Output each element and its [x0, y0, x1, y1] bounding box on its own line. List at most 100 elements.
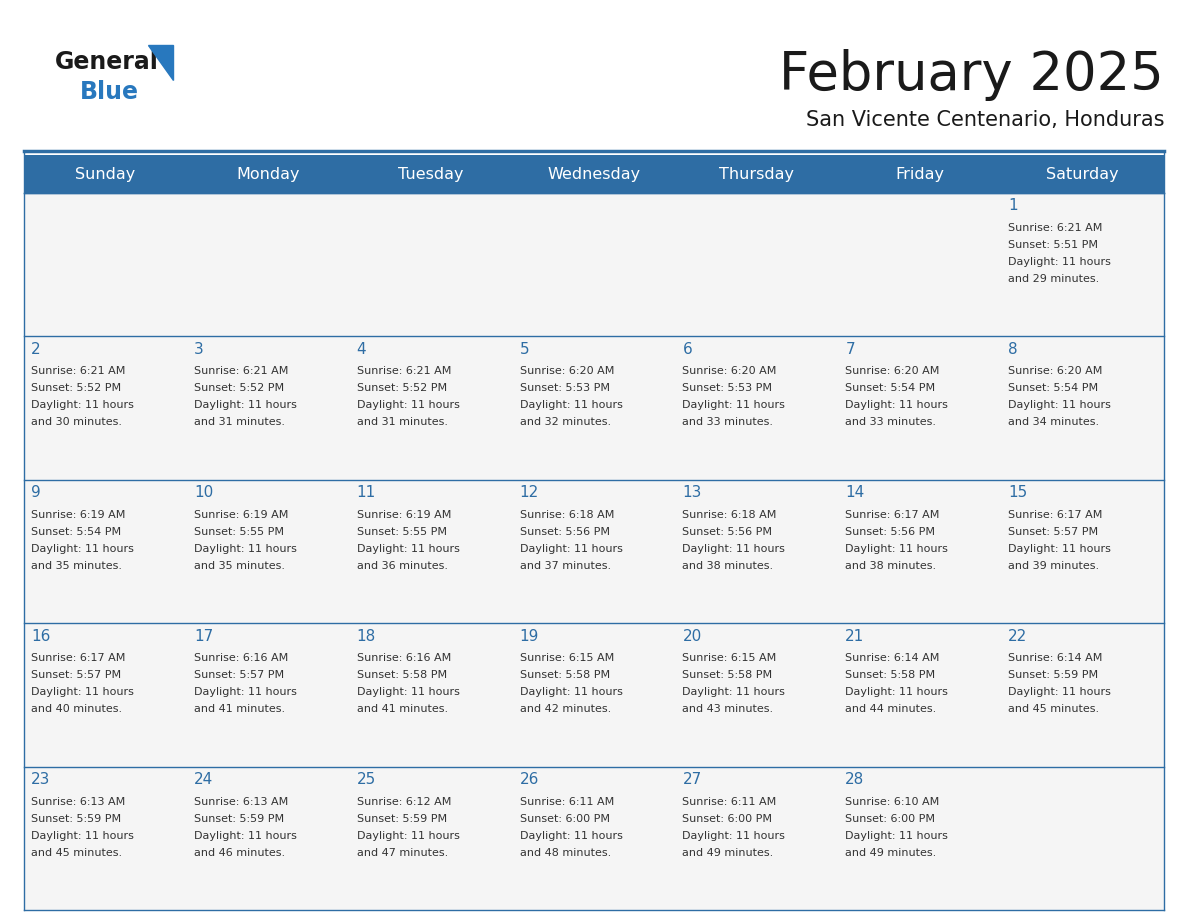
Text: Daylight: 11 hours: Daylight: 11 hours — [682, 400, 785, 410]
Text: Tuesday: Tuesday — [398, 166, 463, 182]
Text: Sunrise: 6:20 AM: Sunrise: 6:20 AM — [846, 366, 940, 376]
Text: Thursday: Thursday — [720, 166, 795, 182]
Text: Sunrise: 6:13 AM: Sunrise: 6:13 AM — [31, 797, 125, 807]
Bar — [676, 336, 839, 480]
Text: Sunday: Sunday — [75, 166, 135, 182]
Text: Daylight: 11 hours: Daylight: 11 hours — [356, 543, 460, 554]
Text: Sunset: 5:53 PM: Sunset: 5:53 PM — [682, 384, 772, 394]
Bar — [512, 193, 676, 336]
Text: Sunset: 5:58 PM: Sunset: 5:58 PM — [846, 670, 935, 680]
Text: and 47 minutes.: and 47 minutes. — [356, 847, 448, 857]
Bar — [839, 480, 1001, 623]
Text: and 38 minutes.: and 38 minutes. — [682, 561, 773, 571]
Text: Sunrise: 6:13 AM: Sunrise: 6:13 AM — [194, 797, 289, 807]
Text: Sunset: 5:59 PM: Sunset: 5:59 PM — [31, 813, 121, 823]
Text: and 35 minutes.: and 35 minutes. — [194, 561, 285, 571]
Text: 10: 10 — [194, 486, 213, 500]
Bar — [187, 193, 349, 336]
Bar — [676, 623, 839, 767]
Bar — [676, 155, 839, 193]
Text: Sunset: 5:56 PM: Sunset: 5:56 PM — [682, 527, 772, 537]
Text: and 40 minutes.: and 40 minutes. — [31, 704, 122, 714]
Text: Sunrise: 6:14 AM: Sunrise: 6:14 AM — [846, 654, 940, 663]
Text: Sunrise: 6:21 AM: Sunrise: 6:21 AM — [1009, 223, 1102, 233]
Text: and 45 minutes.: and 45 minutes. — [1009, 704, 1099, 714]
Text: Sunset: 5:58 PM: Sunset: 5:58 PM — [519, 670, 609, 680]
Text: Sunrise: 6:19 AM: Sunrise: 6:19 AM — [194, 509, 289, 520]
Text: Sunrise: 6:20 AM: Sunrise: 6:20 AM — [682, 366, 777, 376]
Text: and 29 minutes.: and 29 minutes. — [1009, 274, 1099, 284]
Text: Daylight: 11 hours: Daylight: 11 hours — [31, 831, 134, 841]
Bar — [839, 155, 1001, 193]
Bar — [187, 623, 349, 767]
Text: and 45 minutes.: and 45 minutes. — [31, 847, 122, 857]
Text: Sunset: 5:52 PM: Sunset: 5:52 PM — [194, 384, 284, 394]
Text: Sunrise: 6:21 AM: Sunrise: 6:21 AM — [356, 366, 451, 376]
Bar — [1001, 155, 1164, 193]
Text: Daylight: 11 hours: Daylight: 11 hours — [356, 688, 460, 697]
Text: and 41 minutes.: and 41 minutes. — [356, 704, 448, 714]
Bar — [1001, 336, 1164, 480]
Text: Sunset: 5:57 PM: Sunset: 5:57 PM — [1009, 527, 1098, 537]
Text: 22: 22 — [1009, 629, 1028, 644]
Text: 3: 3 — [194, 341, 203, 357]
Text: Sunrise: 6:21 AM: Sunrise: 6:21 AM — [31, 366, 126, 376]
Text: Sunrise: 6:17 AM: Sunrise: 6:17 AM — [31, 654, 126, 663]
Text: Friday: Friday — [896, 166, 944, 182]
Text: 27: 27 — [682, 772, 702, 787]
Bar — [676, 480, 839, 623]
Bar — [512, 767, 676, 910]
Text: Sunrise: 6:12 AM: Sunrise: 6:12 AM — [356, 797, 451, 807]
Text: and 49 minutes.: and 49 minutes. — [682, 847, 773, 857]
Text: Sunset: 5:59 PM: Sunset: 5:59 PM — [1009, 670, 1098, 680]
Bar — [839, 336, 1001, 480]
Text: Sunrise: 6:20 AM: Sunrise: 6:20 AM — [519, 366, 614, 376]
Text: 26: 26 — [519, 772, 539, 787]
Text: and 33 minutes.: and 33 minutes. — [846, 418, 936, 428]
Bar — [24, 155, 187, 193]
Text: and 32 minutes.: and 32 minutes. — [519, 418, 611, 428]
Text: 7: 7 — [846, 341, 855, 357]
Text: 28: 28 — [846, 772, 865, 787]
Text: Sunrise: 6:14 AM: Sunrise: 6:14 AM — [1009, 654, 1102, 663]
Text: and 31 minutes.: and 31 minutes. — [356, 418, 448, 428]
Text: Sunset: 6:00 PM: Sunset: 6:00 PM — [682, 813, 772, 823]
Text: and 48 minutes.: and 48 minutes. — [519, 847, 611, 857]
Text: Daylight: 11 hours: Daylight: 11 hours — [682, 688, 785, 697]
Bar — [349, 623, 512, 767]
Text: 12: 12 — [519, 486, 539, 500]
Text: and 31 minutes.: and 31 minutes. — [194, 418, 285, 428]
Text: Daylight: 11 hours: Daylight: 11 hours — [846, 831, 948, 841]
Text: 2: 2 — [31, 341, 40, 357]
Bar — [24, 767, 187, 910]
Bar — [1001, 480, 1164, 623]
Text: Sunset: 5:54 PM: Sunset: 5:54 PM — [1009, 384, 1098, 394]
Bar — [24, 480, 187, 623]
Text: 25: 25 — [356, 772, 375, 787]
Bar — [349, 155, 512, 193]
Text: Sunset: 5:57 PM: Sunset: 5:57 PM — [31, 670, 121, 680]
Text: 15: 15 — [1009, 486, 1028, 500]
Text: 8: 8 — [1009, 341, 1018, 357]
Text: Daylight: 11 hours: Daylight: 11 hours — [31, 400, 134, 410]
Text: General: General — [55, 50, 159, 74]
Text: Sunrise: 6:19 AM: Sunrise: 6:19 AM — [31, 509, 126, 520]
Bar — [187, 155, 349, 193]
Text: February 2025: February 2025 — [779, 49, 1164, 101]
Text: Sunset: 5:56 PM: Sunset: 5:56 PM — [519, 527, 609, 537]
Text: 6: 6 — [682, 341, 693, 357]
Text: 1: 1 — [1009, 198, 1018, 214]
Bar — [187, 480, 349, 623]
Text: 11: 11 — [356, 486, 375, 500]
Text: San Vicente Centenario, Honduras: San Vicente Centenario, Honduras — [805, 110, 1164, 130]
Bar — [1001, 767, 1164, 910]
Text: Sunset: 6:00 PM: Sunset: 6:00 PM — [519, 813, 609, 823]
Text: 5: 5 — [519, 341, 529, 357]
Text: and 30 minutes.: and 30 minutes. — [31, 418, 122, 428]
Bar — [839, 623, 1001, 767]
Bar — [349, 480, 512, 623]
Text: 16: 16 — [31, 629, 50, 644]
Text: Sunrise: 6:16 AM: Sunrise: 6:16 AM — [356, 654, 451, 663]
Text: Sunrise: 6:10 AM: Sunrise: 6:10 AM — [846, 797, 940, 807]
Text: Sunrise: 6:18 AM: Sunrise: 6:18 AM — [519, 509, 614, 520]
